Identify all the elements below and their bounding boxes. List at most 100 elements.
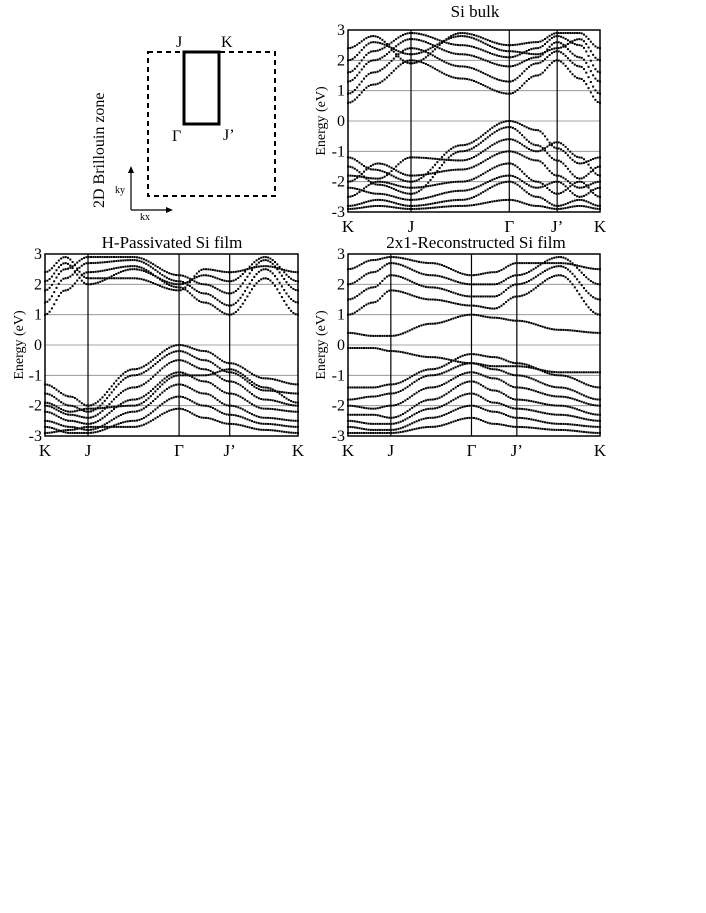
si-bulk-band-point [553,207,556,210]
si-bulk-xtick-label: K [342,217,355,236]
reconstructed-band-point [404,257,407,260]
si-bulk-band-point [431,36,434,39]
si-bulk-band-point [404,207,407,210]
h-passivated-band-point [271,429,274,432]
si-bulk-band-point [491,167,494,170]
si-bulk-band-point [475,176,478,179]
h-passivated-band-point [177,283,180,286]
reconstructed-band-point [349,331,352,334]
si-bulk-band-point [438,70,441,73]
h-passivated-band-point [193,356,196,359]
reconstructed-band-point [406,292,409,295]
reconstructed-band-point [438,321,441,324]
h-passivated-band-point [267,422,270,425]
reconstructed-band-point [582,401,585,404]
reconstructed-band-point [399,389,402,392]
h-passivated-band-point [69,264,72,267]
reconstructed-band-point [537,427,540,430]
h-passivated-band-point [205,404,207,407]
reconstructed-band-point [548,422,551,425]
h-passivated-band-point [207,283,210,286]
reconstructed-band-point [429,356,432,359]
si-bulk-band-point [521,187,524,190]
reconstructed-band-point [454,376,457,379]
h-passivated-band-point [172,279,175,282]
si-bulk-band-point [521,51,524,54]
h-passivated-band-point [57,399,60,402]
h-passivated-band-point [241,269,244,272]
reconstructed-band-point [578,281,581,284]
reconstructed-band-point [358,264,361,267]
reconstructed-band-point [443,288,446,291]
h-passivated-band-point [80,402,83,405]
h-passivated-band-point [230,313,233,316]
reconstructed-band-point [397,390,400,393]
reconstructed-band-point [571,429,574,432]
si-bulk-band-point [532,195,535,198]
h-passivated-band-point [200,292,203,295]
si-bulk-band-point [456,53,459,56]
h-passivated-band-point [232,312,235,315]
si-bulk-band-point [482,160,485,163]
h-passivated-band-point [96,413,99,416]
reconstructed-band-point [534,266,537,269]
reconstructed-band-point [479,363,482,366]
h-passivated-band-point [147,264,150,267]
si-bulk-band-point [436,158,439,161]
h-passivated-band-point [115,385,118,388]
h-passivated-band-point [73,431,76,434]
si-bulk-band-point [498,182,501,185]
si-bulk-band-point [553,50,556,53]
h-passivated-band-point [255,265,258,268]
reconstructed-band-point [491,377,494,380]
h-passivated-band-point [126,411,129,414]
reconstructed-band-point [576,266,579,269]
h-passivated-band-point [230,292,233,295]
si-bulk-band-point [390,46,393,49]
h-passivated-band-point [262,259,265,262]
h-passivated-band-point [239,372,242,375]
si-bulk-band-point [541,182,544,185]
h-passivated-band-point [92,256,95,259]
reconstructed-band-point [365,303,368,306]
si-bulk-band-point [509,92,512,95]
reconstructed-band-point [353,431,356,434]
si-bulk-band-point [523,202,526,205]
reconstructed-band-point [358,333,361,336]
reconstructed-band-point [358,427,361,430]
si-bulk-band-point [422,185,425,188]
si-bulk-band-point [360,206,363,209]
reconstructed-band-point [351,413,354,416]
si-bulk-band-point [596,156,599,159]
si-bulk-band-point [379,192,382,195]
reconstructed-band-point [454,292,457,295]
si-bulk-band-point [523,125,526,128]
si-bulk-band-point [482,202,485,205]
si-bulk-band-point [505,120,508,123]
h-passivated-band-point [76,406,79,409]
h-passivated-band-point [244,378,247,381]
h-passivated-band-point [202,359,205,362]
reconstructed-band-point [353,386,356,389]
reconstructed-band-point [493,356,496,359]
h-passivated-band-point [92,262,95,265]
h-passivated-band-point [177,289,180,292]
si-bulk-band-point [473,140,475,143]
reconstructed-band-point [369,431,372,434]
h-passivated-band-point [113,267,115,270]
si-bulk-band-point [594,207,597,210]
si-bulk-band-point [445,191,448,194]
si-bulk-band-point [525,42,528,45]
h-passivated-band-point [145,381,148,384]
si-bulk-band-point [385,53,388,56]
h-passivated-band-point [87,256,90,259]
si-bulk-band-point [427,35,430,38]
h-passivated-band-point [159,272,161,275]
h-passivated-band-point [278,281,281,284]
si-bulk-band-point [390,41,393,44]
h-passivated-band-point [57,266,60,269]
si-bulk-band-point [413,198,416,201]
reconstructed-band-point [557,256,560,259]
reconstructed-band-point [537,324,540,327]
si-bulk-ytick-label: 1 [337,83,345,100]
